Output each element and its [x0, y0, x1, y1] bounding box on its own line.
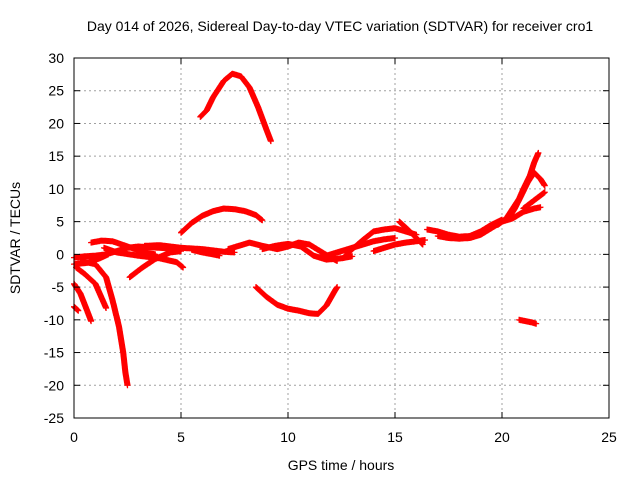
y-tick-label: 30: [48, 50, 64, 66]
series-arc-16: [252, 284, 341, 317]
chart-title: Day 014 of 2026, Sidereal Day-to-day VTE…: [87, 18, 593, 34]
series-layer: [71, 70, 548, 389]
y-tick-label: -10: [44, 312, 64, 328]
series-arc-22: [434, 204, 544, 242]
x-tick-label: 10: [280, 429, 296, 445]
x-tick-label: 5: [177, 429, 185, 445]
y-tick-label: 15: [48, 148, 64, 164]
x-tick-label: 0: [70, 429, 78, 445]
series-markers: [396, 218, 426, 248]
y-tick-label: 0: [56, 246, 64, 262]
y-tick-label: -20: [44, 377, 64, 393]
y-axis-label: SDTVAR / TECUs: [7, 182, 23, 294]
series-arc-9: [126, 248, 184, 281]
y-tick-label: -15: [44, 345, 64, 361]
series-arc-20: [396, 218, 426, 248]
x-tick-label: 20: [494, 429, 510, 445]
series-arc-24: [505, 169, 548, 222]
series-arc-26: [516, 316, 540, 327]
y-tick-label: 25: [48, 83, 64, 99]
series-markers: [252, 284, 341, 317]
series-markers: [505, 169, 548, 222]
y-tick-label: -25: [44, 410, 64, 426]
plot-frame: [73, 57, 610, 419]
x-tick-label: 25: [601, 429, 617, 445]
series-markers: [188, 246, 223, 259]
series-arc-7: [88, 237, 159, 258]
series-arc-11: [188, 246, 223, 259]
grid: [74, 58, 609, 418]
series-markers: [126, 248, 184, 281]
y-tick-label: 5: [56, 214, 64, 230]
y-tick-label: -5: [52, 279, 65, 295]
series-arc-12: [178, 205, 266, 236]
x-axis-label: GPS time / hours: [288, 457, 395, 473]
series-markers: [434, 204, 544, 242]
y-tick-label: 20: [48, 115, 64, 131]
series-markers: [88, 237, 159, 258]
y-tick-label: 10: [48, 181, 64, 197]
series-markers: [71, 303, 82, 314]
series-markers: [516, 316, 540, 327]
series-markers: [178, 205, 266, 236]
series-arc-3: [73, 264, 110, 311]
ticks: -25 -20 -15 -10 -5 0 5 10 15 20 25 30 0 5 10 15 20 25: [44, 50, 617, 445]
series-markers: [520, 189, 548, 212]
series-arc-25: [520, 189, 548, 212]
series-markers: [197, 70, 274, 145]
x-tick-label: 15: [387, 429, 403, 445]
series-arc-1: [71, 303, 82, 314]
series-arc-13: [197, 70, 274, 145]
series-markers: [73, 264, 110, 311]
